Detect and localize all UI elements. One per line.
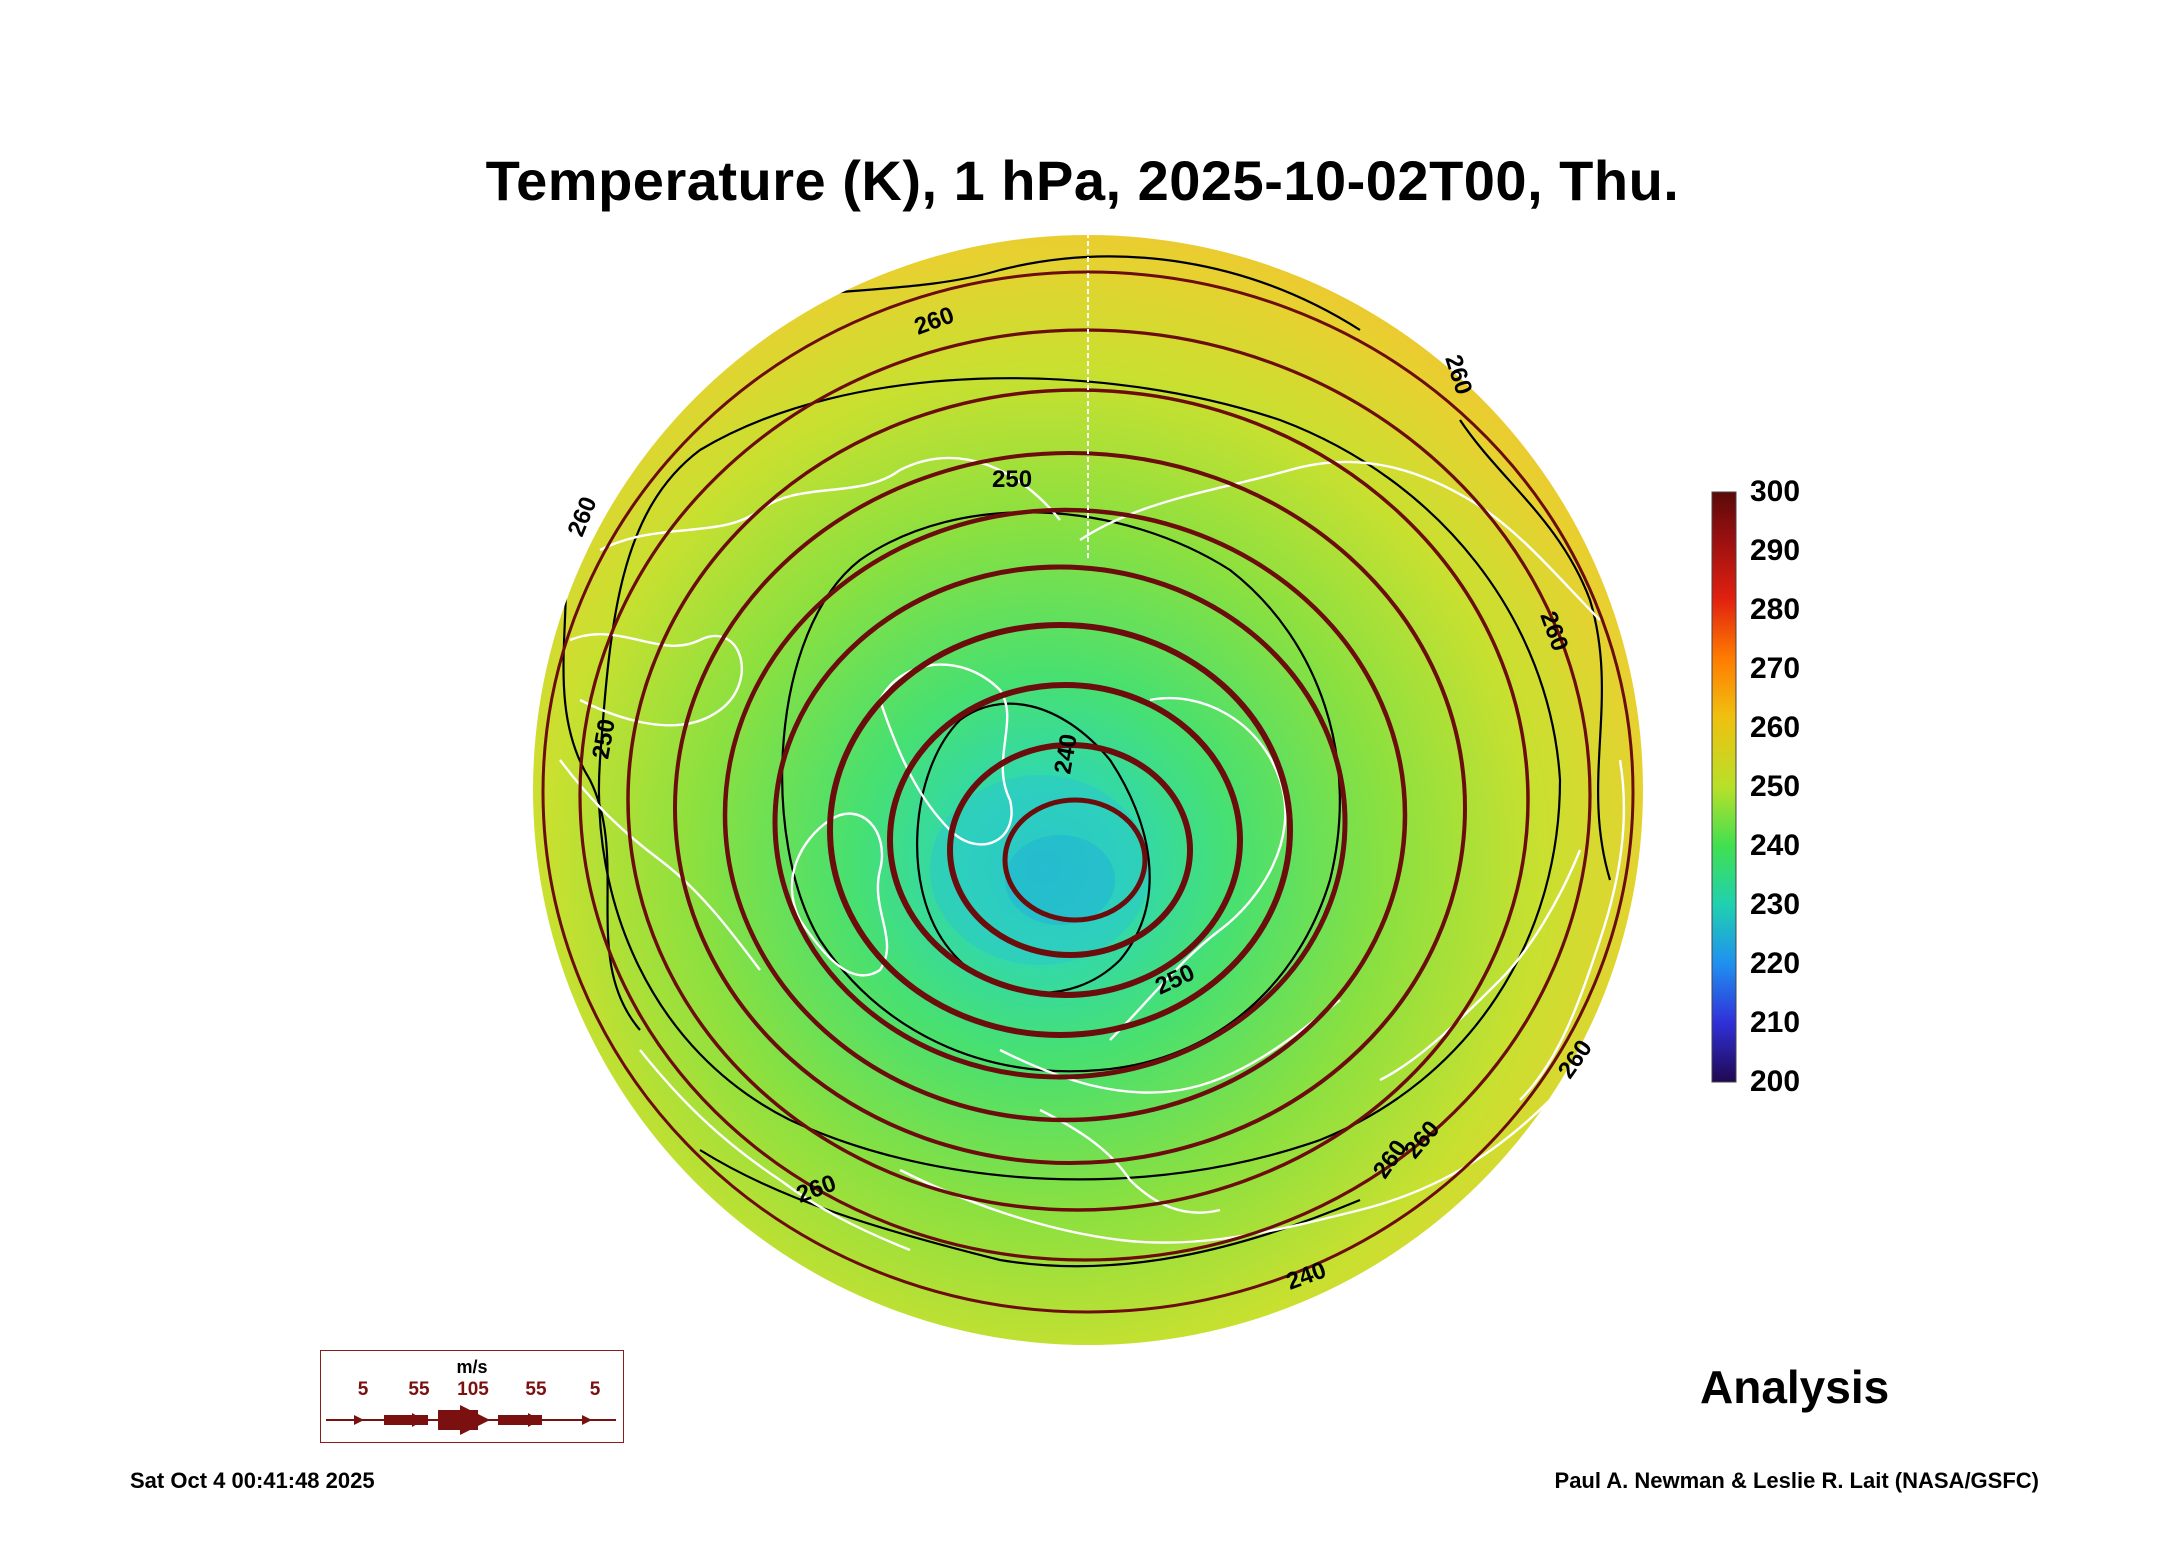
- colorbar-tick-label: 250: [1750, 770, 1801, 803]
- legend-value: 55: [525, 1379, 547, 1400]
- legend-value: 105: [457, 1379, 489, 1400]
- legend-unit: m/s: [456, 1357, 488, 1377]
- colorbar-tick-label: 260: [1750, 711, 1801, 744]
- colorbar-tick-label: 210: [1750, 1006, 1801, 1039]
- analysis-label: Analysis: [1700, 1361, 1890, 1413]
- legend-value: 5: [357, 1379, 369, 1400]
- colorbar-tick-label: 220: [1750, 947, 1801, 980]
- contour-label-group: 260 260 250 240 250 260 260 260 260 260 …: [563, 302, 1598, 1296]
- legend-value: 5: [589, 1379, 601, 1400]
- colorbar-tick-label: 200: [1750, 1065, 1801, 1098]
- contour-label: 250: [992, 466, 1032, 493]
- wind-speed-legend: m/s 5 55 105 55 5: [320, 1350, 624, 1443]
- wind-streamlines: [533, 235, 1643, 1345]
- colorbar-tick-label: 240: [1750, 829, 1801, 862]
- colorbar: [1711, 491, 1737, 1083]
- legend-value: 55: [408, 1379, 430, 1400]
- colorbar-tick-label: 280: [1750, 593, 1801, 626]
- legend-arrow-icon: [326, 1405, 616, 1435]
- timestamp: Sat Oct 4 00:41:48 2025: [130, 1468, 375, 1493]
- colorbar-tick-label: 290: [1750, 534, 1801, 567]
- colorbar-tick-label: 230: [1750, 888, 1801, 921]
- credit: Paul A. Newman & Leslie R. Lait (NASA/GS…: [1554, 1468, 2039, 1493]
- colorbar-tick-label: 300: [1750, 475, 1801, 508]
- colorbar-tick-label: 270: [1750, 652, 1801, 685]
- map-title: Temperature (K), 1 hPa, 2025-10-02T00, T…: [485, 149, 1680, 212]
